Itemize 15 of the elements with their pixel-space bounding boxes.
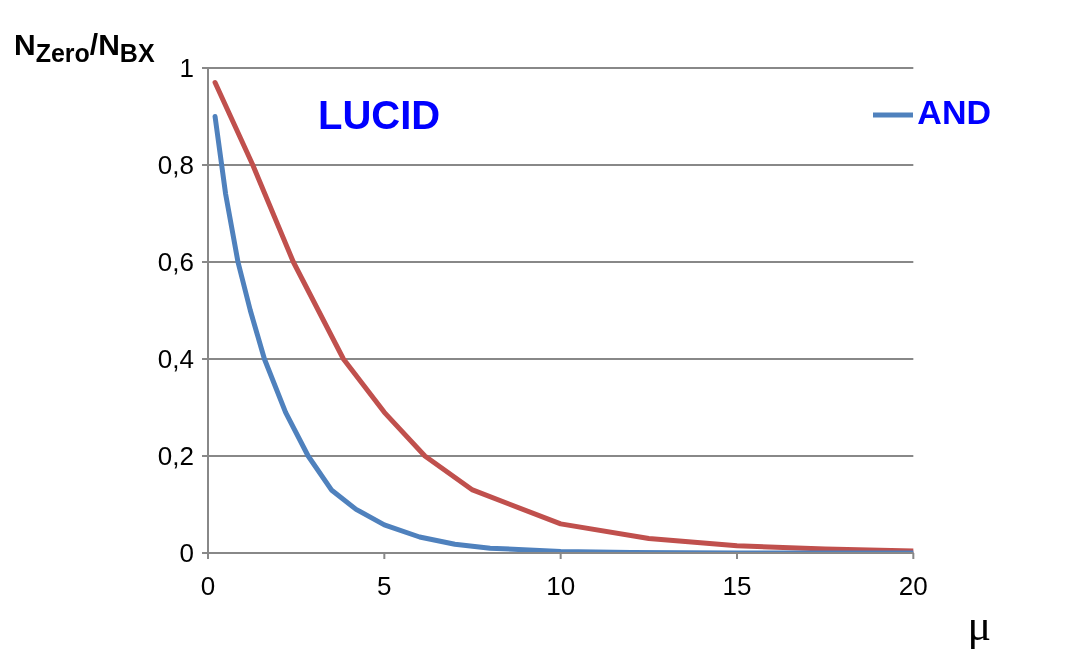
x-axis-title: μ: [967, 600, 991, 651]
x-tick-label: 0: [200, 571, 216, 602]
x-tick-label: 15: [722, 571, 752, 602]
y-tick-label: 0,8: [157, 150, 194, 181]
legend-label: AND: [917, 93, 991, 131]
y-tick-label: 0,6: [157, 247, 194, 278]
x-tick-label: 20: [898, 571, 928, 602]
y-tick-label: 0,2: [157, 441, 194, 472]
y-axis-title: N$_{Zero}$/N$_{BX}$: [14, 28, 155, 68]
x-tick-label: 10: [546, 571, 576, 602]
x-tick-label: 5: [377, 571, 392, 602]
annotation: LUCID: [318, 93, 441, 138]
y-tick-label: 0,4: [157, 344, 194, 375]
y-tick-label: 0: [179, 538, 194, 569]
y-tick-label: 1: [179, 53, 194, 84]
